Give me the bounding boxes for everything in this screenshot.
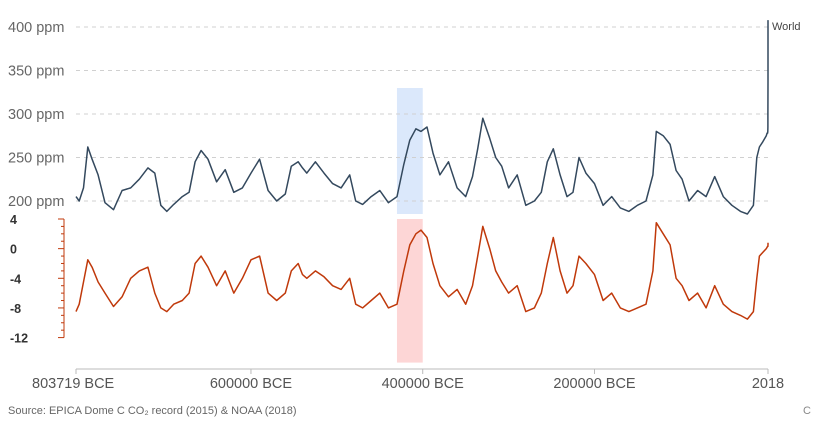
x-axis: 803719 BCE 600000 BCE 400000 BCE 200000 BCE…	[32, 368, 784, 392]
co2-tick-label: 350 ppm	[8, 64, 64, 80]
temperature-panel: 4 0 -4 -8 -12	[10, 213, 769, 363]
temp-tick-label: -4	[10, 272, 21, 286]
co2-series-line	[75, 20, 769, 215]
co2-panel: 200 ppm 250 ppm 300 ppm 350 ppm 400 ppm World	[8, 20, 801, 215]
x-tick-label: 600000 BCE	[210, 376, 293, 392]
co2-tick-label: 300 ppm	[8, 107, 64, 123]
co2-tick-label: 250 ppm	[8, 150, 64, 166]
temp-highlight-band	[396, 219, 423, 363]
corner-mark: C	[803, 405, 811, 417]
temp-tick-label: 4	[10, 213, 17, 227]
temp-series-line	[75, 221, 769, 320]
temp-tick-label: -8	[10, 302, 21, 316]
x-tick-label: 2018	[752, 376, 784, 392]
co2-series-label: World	[772, 21, 801, 33]
co2-tick-label: 200 ppm	[8, 194, 64, 210]
x-tick-label: 803719 BCE	[32, 376, 115, 392]
co2-tick-label: 400 ppm	[8, 20, 64, 36]
co2-highlight-band	[396, 88, 423, 214]
temp-tick-label: 0	[10, 243, 17, 257]
x-tick-label: 200000 BCE	[553, 376, 636, 392]
source-note: Source: EPICA Dome C CO₂ record (2015) &…	[8, 405, 297, 417]
x-tick-label: 400000 BCE	[382, 376, 465, 392]
temp-tick-label: -12	[10, 332, 28, 346]
